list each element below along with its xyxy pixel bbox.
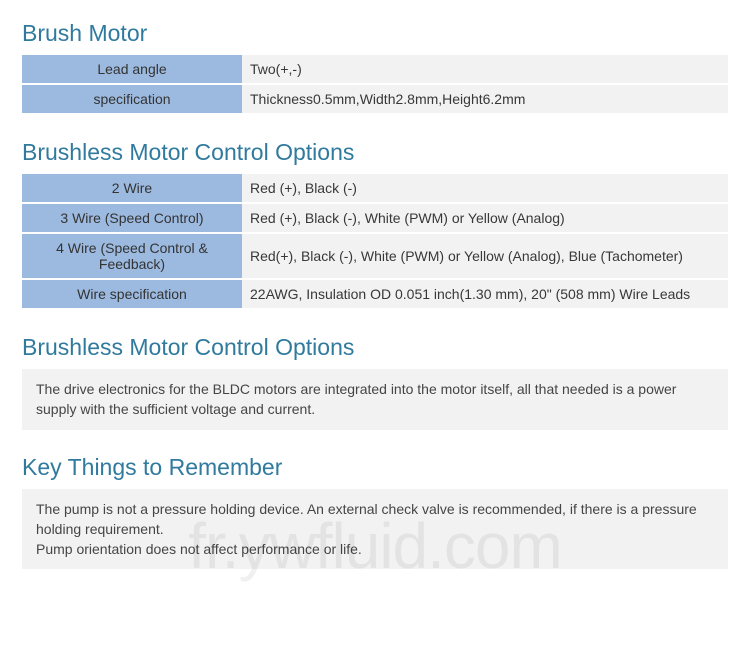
table-row: Wire specification 22AWG, Insulation OD … bbox=[22, 279, 728, 309]
row-value: Red(+), Black (-), White (PWM) or Yellow… bbox=[242, 233, 728, 279]
table-row: Lead angle Two(+,-) bbox=[22, 55, 728, 84]
row-label: specification bbox=[22, 84, 242, 114]
section-title-brushless-options-table: Brushless Motor Control Options bbox=[22, 139, 728, 166]
section-title-brush-motor: Brush Motor bbox=[22, 20, 728, 47]
row-label: 4 Wire (Speed Control & Feedback) bbox=[22, 233, 242, 279]
section-title-key-things: Key Things to Remember bbox=[22, 454, 728, 481]
key-things-text: The pump is not a pressure holding devic… bbox=[22, 489, 728, 570]
row-label: 2 Wire bbox=[22, 174, 242, 203]
row-value: Thickness0.5mm,Width2.8mm,Height6.2mm bbox=[242, 84, 728, 114]
row-value: Two(+,-) bbox=[242, 55, 728, 84]
row-label: Lead angle bbox=[22, 55, 242, 84]
brush-motor-table: Lead angle Two(+,-) specification Thickn… bbox=[22, 55, 728, 115]
section-title-brushless-options-info: Brushless Motor Control Options bbox=[22, 334, 728, 361]
table-row: 3 Wire (Speed Control) Red (+), Black (-… bbox=[22, 203, 728, 233]
brushless-options-table: 2 Wire Red (+), Black (-) 3 Wire (Speed … bbox=[22, 174, 728, 310]
row-label: 3 Wire (Speed Control) bbox=[22, 203, 242, 233]
table-row: 2 Wire Red (+), Black (-) bbox=[22, 174, 728, 203]
row-value: Red (+), Black (-) bbox=[242, 174, 728, 203]
table-row: 4 Wire (Speed Control & Feedback) Red(+)… bbox=[22, 233, 728, 279]
row-label: Wire specification bbox=[22, 279, 242, 309]
row-value: 22AWG, Insulation OD 0.051 inch(1.30 mm)… bbox=[242, 279, 728, 309]
brushless-info-text: The drive electronics for the BLDC motor… bbox=[22, 369, 728, 430]
row-value: Red (+), Black (-), White (PWM) or Yello… bbox=[242, 203, 728, 233]
table-row: specification Thickness0.5mm,Width2.8mm,… bbox=[22, 84, 728, 114]
